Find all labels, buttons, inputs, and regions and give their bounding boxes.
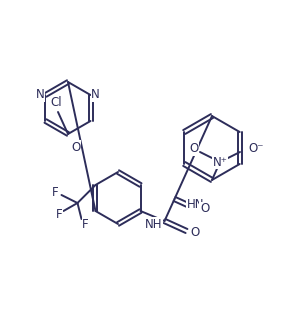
Text: O: O [190, 225, 199, 239]
Text: O⁻: O⁻ [248, 142, 263, 156]
Text: Cl: Cl [50, 96, 62, 110]
Text: O: O [200, 203, 209, 215]
Text: N: N [91, 89, 100, 101]
Text: F: F [52, 187, 59, 199]
Text: O: O [71, 141, 81, 154]
Text: F: F [56, 208, 63, 222]
Text: NH: NH [145, 218, 162, 230]
Text: O: O [189, 142, 199, 156]
Text: HN: HN [186, 198, 204, 212]
Text: F: F [82, 218, 89, 230]
Text: N: N [36, 89, 45, 101]
Text: N⁺: N⁺ [213, 156, 227, 168]
